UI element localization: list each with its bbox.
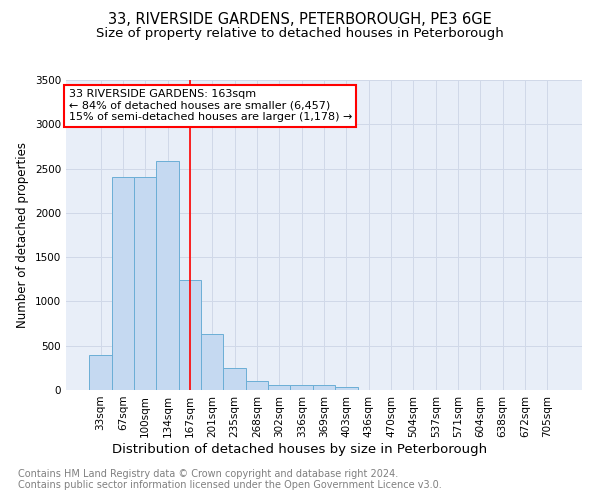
- Y-axis label: Number of detached properties: Number of detached properties: [16, 142, 29, 328]
- Bar: [335, 386, 358, 390]
- Bar: [246, 381, 268, 390]
- Text: Distribution of detached houses by size in Peterborough: Distribution of detached houses by size …: [112, 442, 488, 456]
- Bar: [112, 178, 134, 390]
- Text: Contains HM Land Registry data © Crown copyright and database right 2024.: Contains HM Land Registry data © Crown c…: [18, 469, 398, 479]
- Bar: [89, 356, 112, 390]
- Bar: [313, 385, 335, 390]
- Text: Size of property relative to detached houses in Peterborough: Size of property relative to detached ho…: [96, 28, 504, 40]
- Text: 33 RIVERSIDE GARDENS: 163sqm
← 84% of detached houses are smaller (6,457)
15% of: 33 RIVERSIDE GARDENS: 163sqm ← 84% of de…: [68, 90, 352, 122]
- Bar: [290, 385, 313, 390]
- Text: 33, RIVERSIDE GARDENS, PETERBOROUGH, PE3 6GE: 33, RIVERSIDE GARDENS, PETERBOROUGH, PE3…: [108, 12, 492, 28]
- Text: Contains public sector information licensed under the Open Government Licence v3: Contains public sector information licen…: [18, 480, 442, 490]
- Bar: [201, 334, 223, 390]
- Bar: [157, 160, 179, 390]
- Bar: [179, 280, 201, 390]
- Bar: [223, 368, 246, 390]
- Bar: [268, 385, 290, 390]
- Bar: [134, 178, 157, 390]
